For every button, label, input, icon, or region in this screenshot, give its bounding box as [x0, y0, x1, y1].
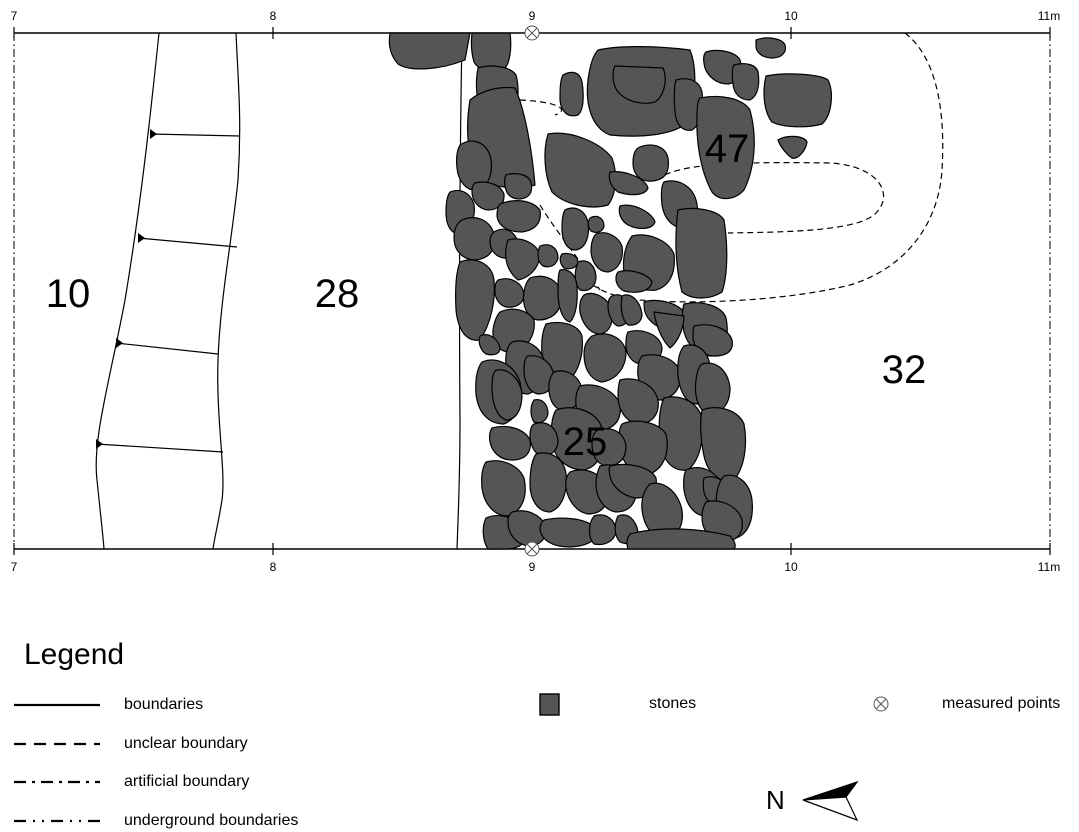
stone — [692, 324, 733, 357]
stone — [696, 95, 755, 200]
wall-west-boundary — [456, 32, 463, 550]
legend-label-artificial-boundary: artificial boundary — [124, 773, 249, 790]
cut-rung — [115, 342, 219, 355]
grid-labels-bottom: 7 8 9 10 11m — [11, 560, 1061, 574]
context-label-10: 10 — [46, 272, 91, 316]
stone — [608, 171, 649, 196]
legend-label-unclear-boundary: unclear boundary — [124, 735, 248, 752]
hachure-triangle-icon — [96, 439, 103, 449]
stone — [453, 217, 495, 261]
context-label-47: 47 — [705, 127, 750, 171]
grid-label: 11m — [1038, 560, 1060, 574]
stone — [388, 32, 471, 70]
stone — [574, 260, 597, 292]
stone — [455, 259, 495, 341]
stone — [496, 200, 541, 233]
context-label-25: 25 — [563, 420, 608, 464]
north-arrow: N — [766, 780, 859, 822]
unclear-boundary — [519, 99, 563, 116]
stone — [588, 514, 617, 546]
grid-label: 7 — [11, 560, 18, 574]
stone — [626, 528, 736, 550]
north-arrow-icon — [802, 796, 859, 822]
grid-label: 11m — [1038, 9, 1060, 23]
measured-point-icon — [524, 541, 540, 557]
north-label: N — [766, 785, 785, 815]
stone — [608, 463, 657, 499]
grid-label: 8 — [270, 9, 277, 23]
stone — [653, 311, 685, 349]
stones-group — [388, 32, 832, 550]
stone — [471, 181, 505, 211]
grid-label: 10 — [784, 9, 798, 23]
grid-label: 10 — [784, 560, 798, 574]
legend-label-boundaries: boundaries — [124, 696, 203, 713]
stone — [478, 334, 501, 356]
legend-label-measured-points: measured points — [942, 695, 1060, 712]
legend-label-underground-boundaries: underground boundaries — [124, 812, 298, 829]
legend-label-stones: stones — [649, 695, 696, 712]
stone — [632, 144, 670, 182]
hachure-triangle-icon — [116, 338, 123, 348]
stone — [590, 232, 623, 273]
hachure-triangle-icon — [138, 233, 145, 243]
stone — [559, 71, 584, 117]
context-label-32: 32 — [882, 348, 927, 392]
stone — [763, 73, 832, 128]
legend-symbol-measured-point-icon — [873, 696, 889, 712]
stone — [489, 425, 531, 461]
stone — [579, 292, 613, 335]
stone — [470, 32, 512, 72]
stone — [544, 132, 617, 208]
grid-label: 9 — [529, 9, 536, 23]
stone — [529, 452, 567, 513]
stone — [755, 37, 787, 59]
cut-rung — [149, 133, 241, 137]
stone — [731, 63, 760, 101]
stone — [561, 207, 590, 251]
stone — [494, 278, 525, 308]
stone — [557, 269, 578, 323]
grid-label: 9 — [529, 560, 536, 574]
cut-west-edge — [95, 32, 160, 550]
stone — [537, 244, 559, 268]
legend-title: Legend — [24, 638, 124, 671]
stone — [530, 399, 549, 424]
grid-labels-top: 7 8 9 10 11m — [11, 9, 1061, 23]
stone — [777, 135, 808, 159]
stone — [620, 294, 643, 326]
grid-label: 8 — [270, 560, 277, 574]
measured-point-icon — [524, 25, 540, 41]
stone — [673, 78, 704, 131]
stone — [559, 252, 579, 270]
stone — [523, 355, 555, 395]
stone — [694, 362, 731, 415]
stone — [618, 204, 656, 229]
stone-inner-outline — [612, 65, 666, 104]
cut-east-edge — [212, 32, 241, 550]
stone — [587, 215, 605, 233]
stone — [503, 173, 533, 200]
unclear-boundary-32 — [574, 32, 944, 303]
stone — [615, 270, 653, 293]
stone — [675, 207, 728, 299]
grid-label: 7 — [11, 9, 18, 23]
stone — [481, 460, 526, 517]
legend-symbol-stone-swatch — [539, 693, 560, 716]
stone — [539, 517, 597, 548]
stone — [491, 369, 523, 421]
context-label-28: 28 — [315, 272, 360, 316]
stone — [522, 275, 563, 321]
stone — [505, 238, 541, 281]
north-arrow-icon — [802, 780, 859, 801]
cut-rung — [95, 443, 224, 453]
legend: Legend boundaries unclear boundary artif… — [14, 638, 1060, 829]
hachure-triangle-icon — [150, 129, 157, 139]
cut-feature-10 — [95, 32, 241, 550]
stone — [583, 333, 627, 383]
cut-rung — [137, 237, 238, 248]
